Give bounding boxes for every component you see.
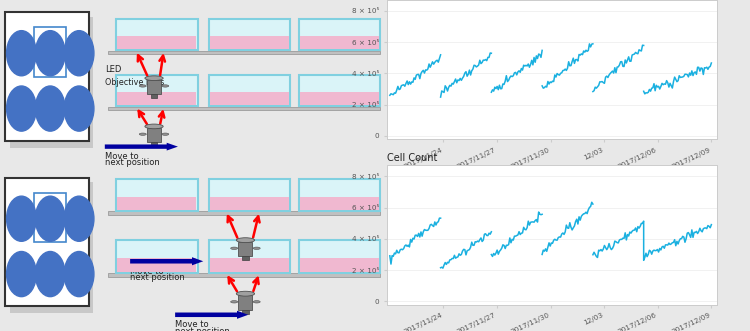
- Ellipse shape: [162, 133, 169, 135]
- Bar: [147, 80, 161, 94]
- Bar: [242, 257, 249, 260]
- FancyArrow shape: [105, 143, 178, 151]
- Circle shape: [35, 31, 65, 76]
- Bar: [10, 17, 94, 148]
- Ellipse shape: [231, 301, 238, 303]
- Bar: [108, 107, 380, 110]
- Text: Objective Lens: Objective Lens: [105, 77, 164, 87]
- Circle shape: [64, 252, 94, 297]
- Ellipse shape: [140, 133, 146, 135]
- FancyBboxPatch shape: [209, 19, 290, 50]
- Bar: [5, 13, 88, 141]
- Text: next position: next position: [130, 273, 184, 282]
- Text: LED: LED: [105, 65, 122, 74]
- FancyBboxPatch shape: [298, 75, 380, 106]
- Text: Cell Count: Cell Count: [387, 153, 437, 163]
- FancyBboxPatch shape: [116, 240, 198, 273]
- FancyBboxPatch shape: [298, 19, 380, 50]
- Bar: [210, 258, 289, 272]
- FancyBboxPatch shape: [209, 240, 290, 273]
- Circle shape: [7, 31, 36, 76]
- Bar: [300, 36, 379, 49]
- Circle shape: [64, 196, 94, 241]
- FancyBboxPatch shape: [298, 178, 380, 211]
- FancyArrow shape: [130, 257, 203, 265]
- Circle shape: [35, 252, 65, 297]
- Text: Move to: Move to: [105, 152, 139, 161]
- Bar: [300, 92, 379, 105]
- FancyBboxPatch shape: [298, 240, 380, 273]
- Bar: [5, 178, 88, 306]
- Ellipse shape: [254, 301, 260, 303]
- FancyBboxPatch shape: [116, 19, 198, 50]
- Bar: [34, 27, 66, 76]
- Bar: [10, 182, 94, 313]
- FancyBboxPatch shape: [116, 75, 198, 106]
- FancyBboxPatch shape: [209, 178, 290, 211]
- Circle shape: [7, 196, 36, 241]
- Bar: [151, 94, 157, 98]
- Circle shape: [7, 86, 36, 131]
- Ellipse shape: [162, 85, 169, 87]
- Bar: [210, 197, 289, 210]
- Bar: [118, 197, 196, 210]
- FancyArrow shape: [175, 311, 248, 319]
- FancyBboxPatch shape: [116, 178, 198, 211]
- Bar: [108, 51, 380, 54]
- Circle shape: [64, 31, 94, 76]
- Ellipse shape: [145, 124, 164, 129]
- Bar: [151, 142, 157, 146]
- Ellipse shape: [231, 247, 238, 250]
- Bar: [238, 295, 253, 310]
- Bar: [118, 258, 196, 272]
- Bar: [147, 128, 161, 142]
- Ellipse shape: [236, 291, 254, 296]
- Circle shape: [7, 252, 36, 297]
- Text: Move to: Move to: [130, 267, 164, 276]
- Bar: [108, 273, 380, 277]
- Bar: [238, 242, 253, 257]
- Circle shape: [35, 196, 65, 241]
- FancyBboxPatch shape: [209, 75, 290, 106]
- Ellipse shape: [145, 76, 164, 80]
- Bar: [118, 92, 196, 105]
- Ellipse shape: [254, 247, 260, 250]
- Text: next position: next position: [175, 327, 230, 331]
- Ellipse shape: [140, 85, 146, 87]
- Text: next position: next position: [105, 158, 160, 167]
- Bar: [210, 92, 289, 105]
- Bar: [242, 310, 249, 314]
- Bar: [34, 193, 66, 242]
- Ellipse shape: [236, 238, 254, 243]
- Circle shape: [64, 86, 94, 131]
- Bar: [210, 36, 289, 49]
- Bar: [300, 258, 379, 272]
- Bar: [300, 197, 379, 210]
- Bar: [118, 36, 196, 49]
- Text: Move to: Move to: [175, 320, 208, 329]
- Circle shape: [35, 86, 65, 131]
- Bar: [108, 212, 380, 215]
